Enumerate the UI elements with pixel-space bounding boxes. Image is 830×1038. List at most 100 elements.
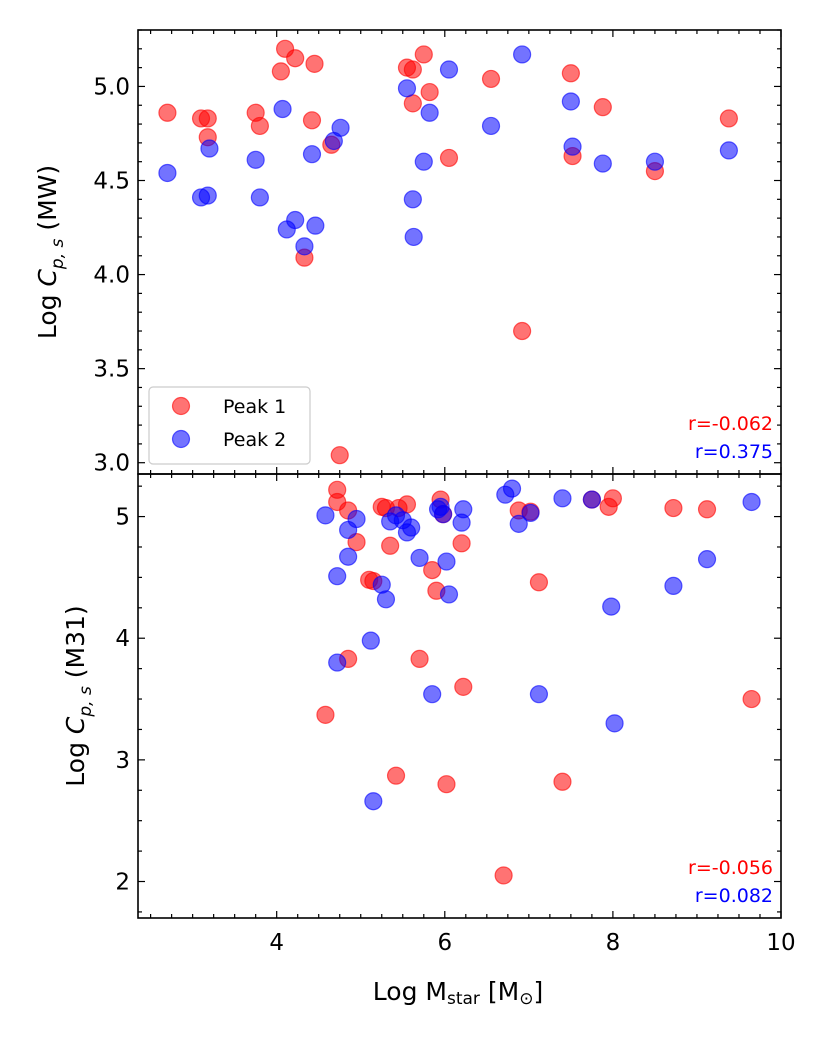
bottom-peak2-point xyxy=(509,514,528,533)
bottom-peak1-point xyxy=(553,772,572,791)
top-peak2-point xyxy=(198,186,217,205)
top-peak2-point xyxy=(561,92,580,111)
bottom-peak1-point xyxy=(316,705,335,724)
top-peak1-point xyxy=(305,54,324,73)
bottom-peak1-point xyxy=(664,498,683,518)
legend-marker xyxy=(171,429,191,449)
bottom-r-annotation: r=0.082 xyxy=(695,885,773,907)
top-peak2-point xyxy=(645,152,665,171)
bottom-peak2-point xyxy=(434,505,453,524)
top-peak2-point xyxy=(273,99,292,119)
top-peak2-point xyxy=(403,190,422,209)
top-peak1-point xyxy=(403,94,422,113)
top-peak1-point xyxy=(719,109,738,128)
bottom-peak2-point xyxy=(316,506,335,525)
top-peak2-point xyxy=(414,152,433,171)
top-ylabel: Log Cp, s (MW) xyxy=(33,165,68,339)
x-tick-label: 10 xyxy=(766,930,795,956)
top-peak1-point xyxy=(403,60,422,79)
top-peak2-point xyxy=(246,150,265,169)
top-y-tick-label: 3.0 xyxy=(93,451,130,477)
bottom-peak2-point xyxy=(437,552,456,571)
top-peak1-point xyxy=(513,321,532,341)
bottom-peak2-point xyxy=(328,653,347,672)
bottom-peak2-point xyxy=(364,792,383,811)
top-peak2-point xyxy=(397,79,417,98)
top-peak1-point xyxy=(481,69,501,89)
top-r-annotation: r=-0.062 xyxy=(688,413,773,435)
bottom-peak2-point xyxy=(521,503,540,523)
bottom-peak2-point xyxy=(697,550,717,569)
top-peak2-point xyxy=(250,188,269,207)
bottom-peak2-point xyxy=(502,479,522,498)
bottom-peak1-point xyxy=(529,573,549,592)
top-peak2-point xyxy=(439,60,459,79)
top-peak2-point xyxy=(481,116,501,136)
bottom-peak2-point xyxy=(664,576,683,596)
bottom-peak2-point xyxy=(410,548,429,568)
top-peak2-point xyxy=(295,237,314,256)
top-peak2-point xyxy=(719,141,738,160)
top-peak1-point xyxy=(330,446,349,465)
bottom-peak1-point xyxy=(381,536,400,555)
top-peak1-point xyxy=(250,116,269,136)
bottom-peak2-point xyxy=(423,685,442,704)
top-peak2-point xyxy=(158,163,177,183)
bottom-peak2-point xyxy=(553,489,572,508)
top-y-tick-label: 4.0 xyxy=(93,263,130,289)
bottom-peak2-point xyxy=(454,500,473,519)
bottom-peak2-point xyxy=(361,631,380,650)
top-peak2-point xyxy=(302,145,322,164)
bottom-y-tick-label: 3 xyxy=(115,748,130,774)
top-peak2-point xyxy=(200,139,219,158)
bottom-peak2-point xyxy=(742,492,761,512)
top-peak1-point xyxy=(420,82,439,102)
bottom-peak2-point xyxy=(339,547,358,566)
x-axis-label: Log Mstar [M⊙] xyxy=(373,977,543,1009)
top-peak2-point xyxy=(404,227,423,247)
legend-label: Peak 1 xyxy=(223,396,286,418)
bottom-peak1-point xyxy=(742,689,761,709)
top-peak1-point xyxy=(271,62,290,81)
bottom-r-annotation: r=-0.056 xyxy=(688,857,773,879)
bottom-y-tick-label: 4 xyxy=(115,626,130,652)
top-peak2-point xyxy=(420,103,439,122)
bottom-peak2-point xyxy=(439,585,459,604)
bottom-y-tick-label: 5 xyxy=(115,505,130,531)
top-peak1-point xyxy=(158,103,177,122)
bottom-peak2-point xyxy=(402,518,421,537)
top-peak1-point xyxy=(561,64,580,83)
top-peak2-point xyxy=(593,154,612,173)
top-peak1-point xyxy=(198,109,217,128)
top-peak1-point xyxy=(302,111,322,130)
bottom-peak1-point xyxy=(697,500,717,519)
bottom-peak1-point xyxy=(452,534,471,553)
bottom-peak2-point xyxy=(376,590,396,609)
x-tick-label: 4 xyxy=(269,930,284,956)
bottom-axes-frame xyxy=(137,473,782,919)
top-peak1-point xyxy=(286,49,305,68)
bottom-peak1-point xyxy=(386,766,406,785)
top-peak1-point xyxy=(414,45,433,64)
top-peak2-point xyxy=(513,45,532,64)
top-peak1-point xyxy=(439,148,459,168)
top-peak2-point xyxy=(563,137,582,156)
bottom-ylabel: Log Cp, s (M31) xyxy=(61,605,96,786)
bottom-peak1-point xyxy=(410,649,429,668)
bottom-panel: 2 3 4 5 4 6 8 10 r=-0.056 r=0.082 xyxy=(115,473,796,956)
bottom-peak2-point xyxy=(605,714,624,733)
bottom-peak1-point xyxy=(454,677,473,696)
legend: Peak 1 Peak 2 xyxy=(148,386,311,465)
bottom-peak1-point xyxy=(437,775,456,794)
bottom-peak2-point xyxy=(347,509,366,529)
bottom-y-tick-label: 2 xyxy=(115,870,130,896)
top-y-tick-label: 5.0 xyxy=(93,74,130,100)
bottom-peak2-point xyxy=(602,597,621,616)
top-peak2-point xyxy=(331,118,350,137)
top-r-annotation: r=0.375 xyxy=(695,441,773,463)
top-peak2-point xyxy=(306,216,325,235)
bottom-peak1-point xyxy=(494,866,513,885)
top-y-tick-label: 4.5 xyxy=(93,169,130,195)
